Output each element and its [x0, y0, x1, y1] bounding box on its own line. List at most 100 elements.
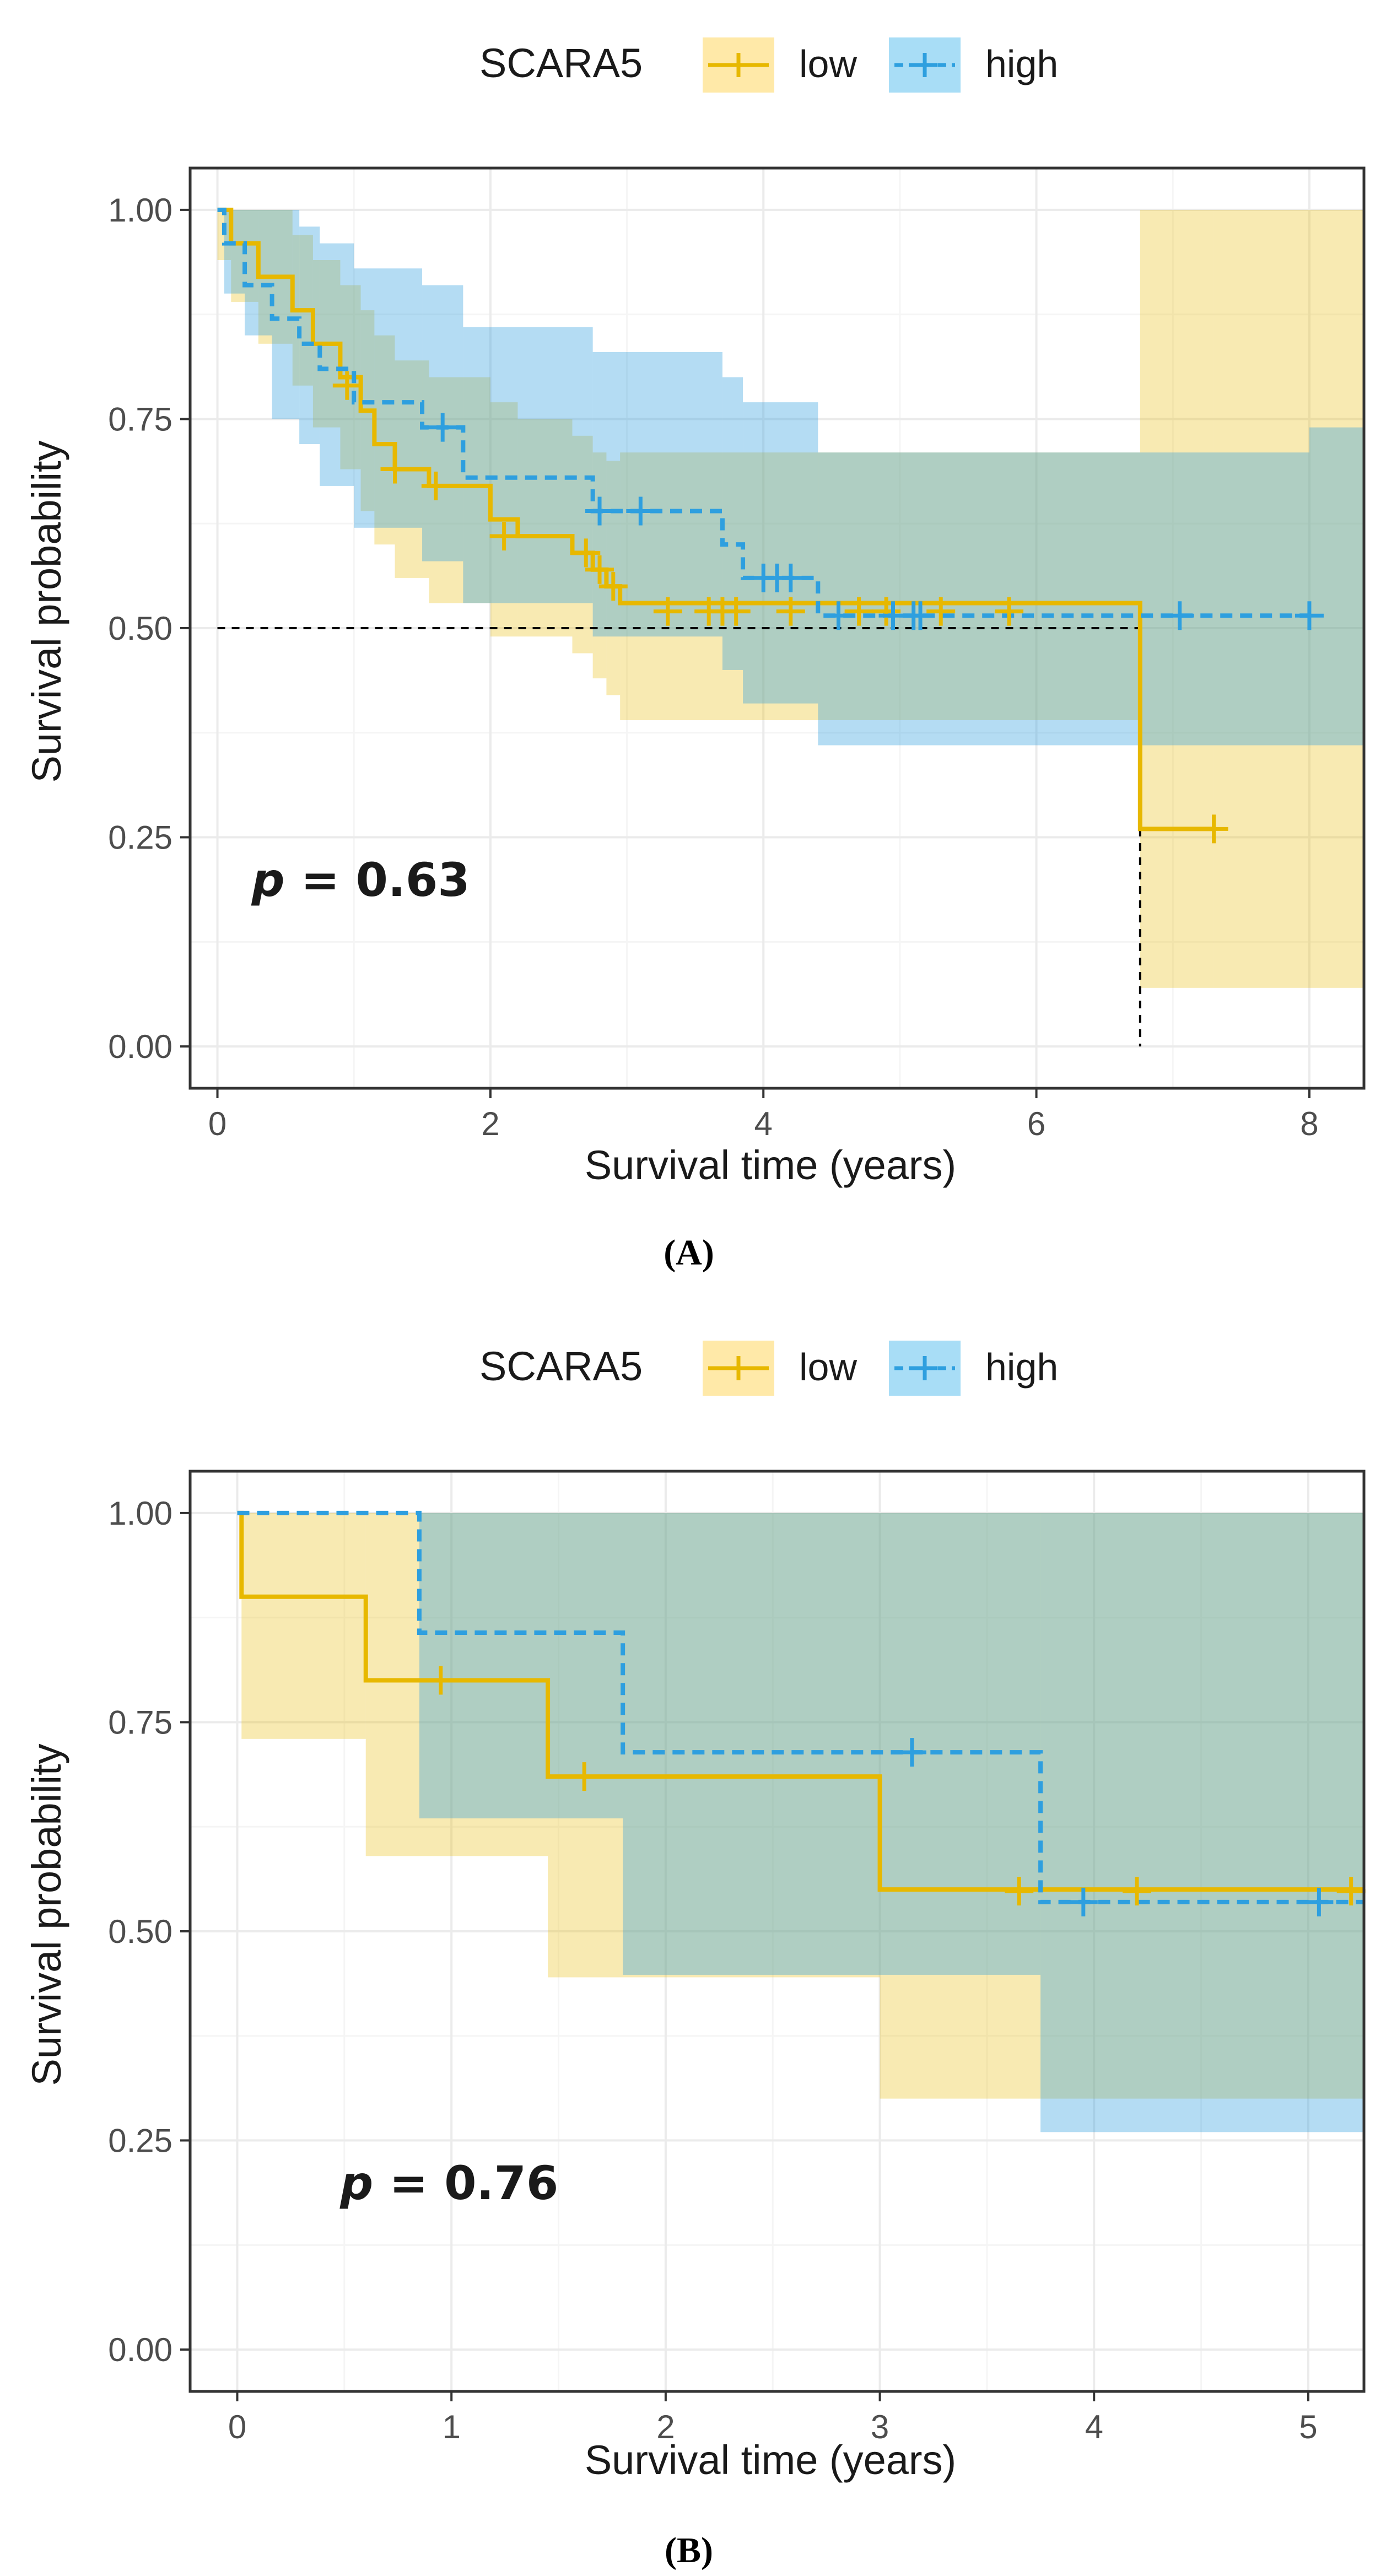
- x-tick-label: 0: [208, 1105, 226, 1142]
- y-tick-label: 0.75: [108, 1704, 172, 1741]
- ci-band-low: [517, 419, 573, 637]
- censor-mark-low: [489, 522, 519, 550]
- y-tick-label: 0.50: [108, 1913, 172, 1950]
- censor-mark-low: [570, 1762, 599, 1791]
- ci-band-high: [722, 377, 743, 670]
- y-tick-label: 0.00: [108, 2331, 172, 2368]
- censor-mark-low: [380, 455, 409, 484]
- y-axis-title-a: Survival probability: [24, 440, 69, 782]
- censor-mark-high: [776, 563, 805, 592]
- x-tick-label: 0: [228, 2408, 246, 2445]
- censor-mark-low: [332, 371, 362, 400]
- ci-band-high: [299, 226, 320, 444]
- legend-label-high-a: high: [985, 42, 1058, 85]
- y-tick-label: 0.25: [108, 2123, 172, 2159]
- x-tick-label: 4: [1085, 2408, 1103, 2445]
- panel-caption-a: (A): [664, 1233, 714, 1273]
- y-tick-label: 0.75: [108, 401, 172, 438]
- survival-curve-high: [217, 207, 1309, 618]
- ci-band-high: [463, 327, 593, 603]
- ci-band-low: [620, 452, 1140, 720]
- censor-mark-low: [776, 597, 805, 626]
- censor-mark-low: [653, 597, 682, 626]
- censor-mark-high: [1069, 1887, 1098, 1916]
- x-tick-label: 8: [1300, 1105, 1318, 1142]
- ci-band-low: [880, 1513, 1364, 2099]
- legend-a: SCARA5 low high: [479, 37, 1058, 93]
- ci-band-low: [572, 435, 593, 654]
- censor-mark-high: [428, 413, 457, 442]
- ci-band-high: [320, 243, 354, 486]
- ci-band-high: [354, 268, 423, 528]
- y-tick-label: 0.00: [108, 1028, 172, 1065]
- censor-mark-low: [1122, 1877, 1151, 1906]
- p-value-text: = 0.63: [285, 853, 470, 907]
- x-axis-title-a: Survival time (years): [585, 1142, 956, 1188]
- survival-curve-low: [237, 1510, 1364, 1892]
- censor-mark-high: [1295, 601, 1324, 630]
- censor-mark-high: [897, 1738, 926, 1767]
- p-value-symbol: p: [251, 853, 284, 907]
- p-value-text: = 0.76: [373, 2156, 558, 2210]
- censor-mark-low: [1199, 814, 1228, 844]
- survival-curve-high: [237, 1510, 1364, 1904]
- ci-band-low: [548, 1513, 880, 1978]
- x-tick-label: 2: [656, 2408, 675, 2445]
- censor-mark-low: [585, 555, 614, 584]
- legend-cross-high-a: [913, 53, 937, 77]
- legend-b: SCARA5 low high: [479, 1341, 1058, 1396]
- legend-cross-high-b: [913, 1356, 937, 1380]
- censor-mark-low: [872, 597, 901, 626]
- x-tick-label: 2: [481, 1105, 499, 1142]
- ci-band-high: [763, 402, 818, 704]
- legend-title-b: SCARA5: [479, 1343, 643, 1389]
- censor-mark-low: [571, 538, 601, 568]
- censor-mark-high: [1304, 1887, 1334, 1916]
- censor-mark-low: [598, 572, 628, 601]
- legend-cross-low-b: [726, 1356, 751, 1380]
- censor-mark-high: [1165, 601, 1194, 630]
- ci-band-low: [365, 1513, 548, 1856]
- censor-mark-low: [1336, 1877, 1366, 1906]
- x-tick-label: 6: [1027, 1105, 1045, 1142]
- y-tick-label: 0.50: [108, 610, 172, 647]
- ci-band-high: [818, 452, 1309, 746]
- ci-band-low: [1140, 209, 1214, 988]
- plot-area-a: p = 0.63 0 2 4 6 8 0.00 0.25 0.50 0.75 1.00: [108, 166, 1366, 1142]
- panel-a: SCARA5 low high p = 0.63 0 2 4 6 8 0.00 0.25 0.5…: [24, 37, 1366, 1273]
- y-axis-title-b: Survival probability: [24, 1743, 69, 2086]
- x-tick-label: 5: [1299, 2408, 1317, 2445]
- panel-caption-b: (B): [665, 2530, 713, 2570]
- ci-band-low: [374, 335, 395, 545]
- y-tick-label: 1.00: [108, 192, 172, 229]
- censor-mark-high: [585, 496, 614, 526]
- ci-band-high: [1309, 427, 1364, 746]
- ci-band-high: [224, 209, 245, 294]
- x-tick-label: 1: [443, 2408, 461, 2445]
- x-tick-label: 4: [754, 1105, 773, 1142]
- censor-mark-low: [721, 597, 751, 626]
- x-axis-title-b: Survival time (years): [585, 2437, 956, 2483]
- legend-label-high-b: high: [985, 1346, 1058, 1389]
- ci-band-high: [1040, 1513, 1364, 2132]
- censor-mark-low: [926, 597, 956, 626]
- legend-cross-low-a: [726, 53, 751, 77]
- p-value-symbol: p: [339, 2156, 373, 2210]
- ci-band-high: [623, 1513, 1041, 1975]
- legend-label-low-a: low: [799, 42, 857, 85]
- censor-mark-low: [426, 1666, 455, 1695]
- censor-mark-high: [626, 496, 655, 526]
- p-value-a: p = 0.63: [251, 853, 470, 907]
- ci-band-high: [419, 1513, 623, 1819]
- censor-mark-high: [906, 601, 935, 630]
- ci-band-high: [272, 209, 300, 419]
- ci-band-low: [241, 1513, 366, 1739]
- censor-mark-low: [844, 597, 873, 626]
- ci-band-high: [743, 402, 764, 704]
- y-tick-label: 1.00: [108, 1495, 172, 1532]
- legend-label-low-b: low: [799, 1346, 857, 1389]
- ci-band-low: [1214, 209, 1364, 988]
- panel-b: SCARA5 low high p = 0.76 0 1 2 3 4 5 0.00 0.25 0.…: [24, 1341, 1366, 2570]
- x-tick-label: 3: [871, 2408, 889, 2445]
